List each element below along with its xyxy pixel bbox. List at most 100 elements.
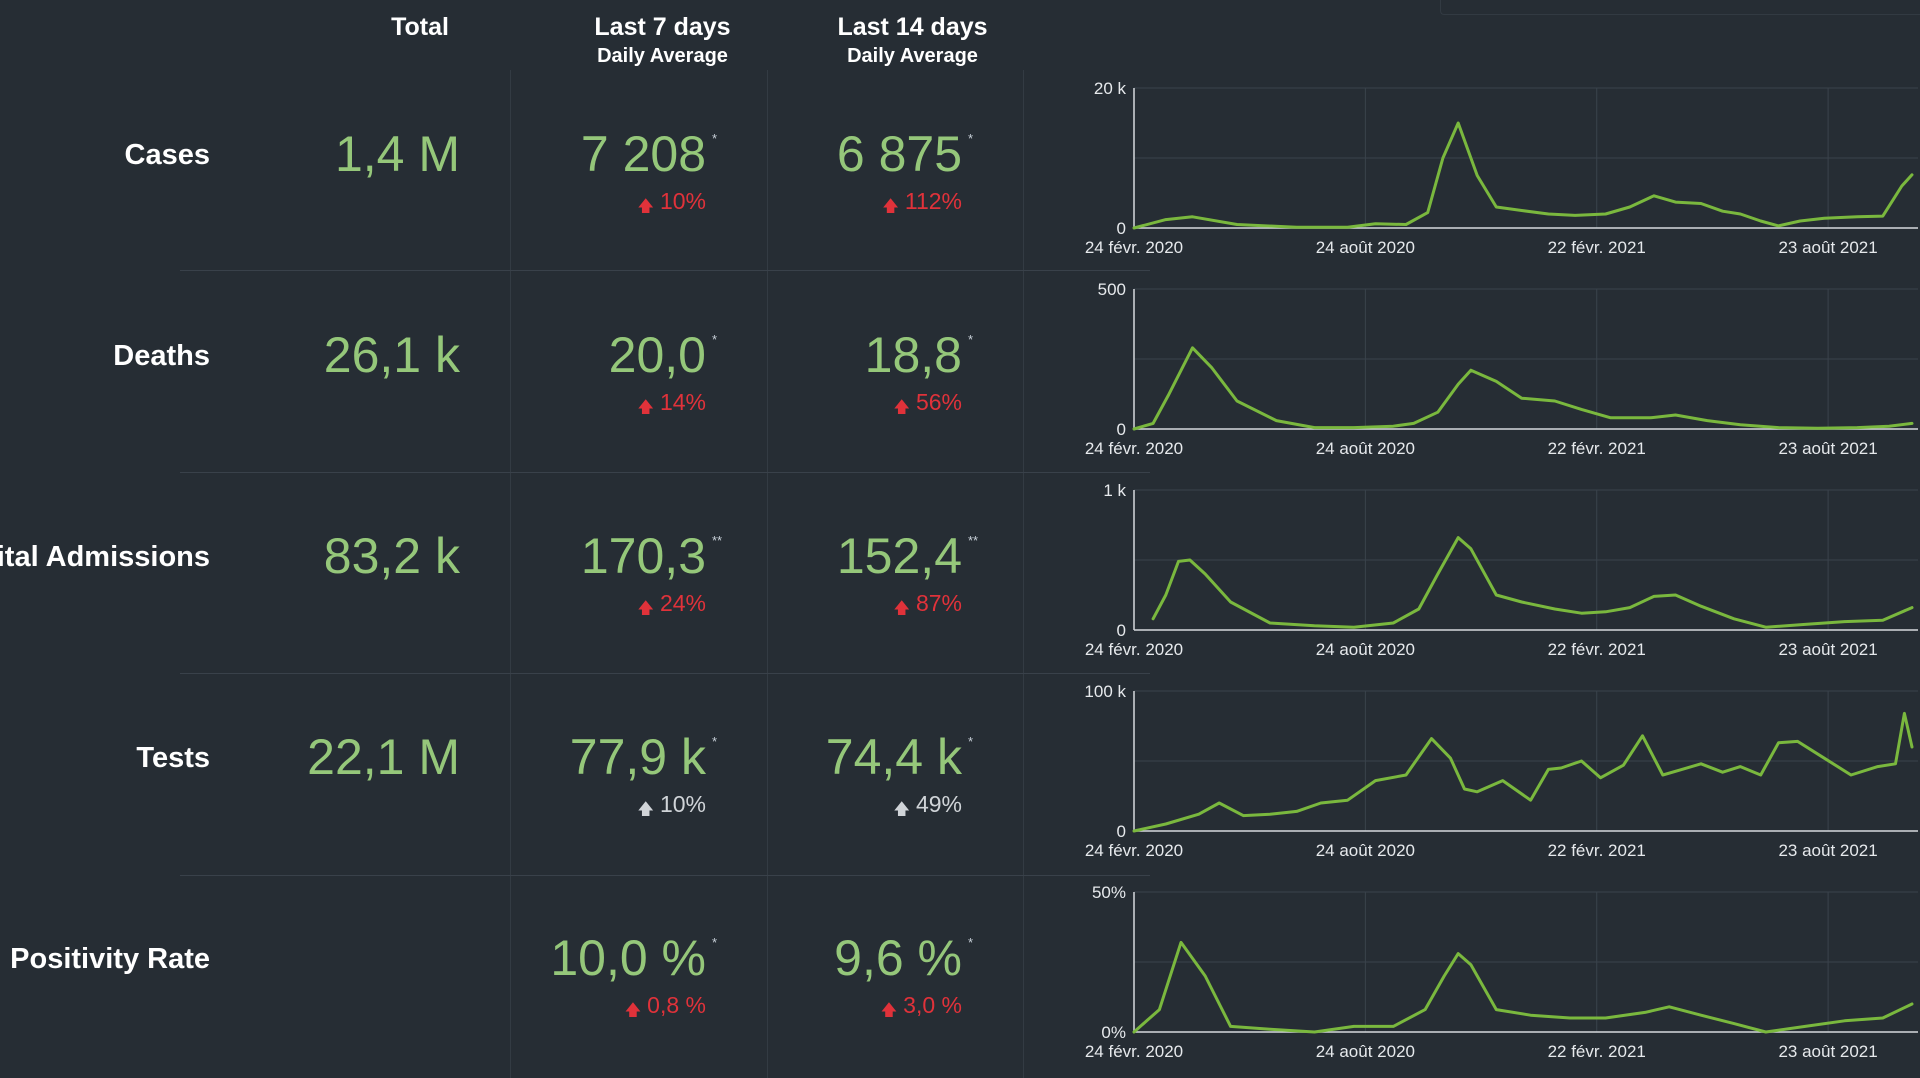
data-point	[1456, 952, 1460, 955]
delta7-tests: 🡅 10%	[638, 791, 707, 821]
x-tick-label: 24 août 2020	[1316, 238, 1415, 257]
delta14-tests: 🡅 49%	[894, 791, 963, 821]
row-label-positivity-rate: Positivity Rate	[10, 943, 210, 975]
data-point	[1392, 621, 1395, 625]
data-point	[1151, 422, 1155, 425]
delta7-text: 0,8 %	[647, 992, 706, 1018]
x-tick-label: 24 févr. 2020	[1085, 238, 1183, 257]
delta14-positivity-rate: 🡅 3,0 %	[881, 992, 962, 1022]
arrow-up-icon: 🡅	[637, 198, 654, 215]
data-point	[1203, 974, 1207, 978]
data-point	[1706, 419, 1709, 422]
series-line-deaths	[1132, 346, 1914, 431]
data-point	[1816, 426, 1820, 430]
data-point	[1796, 740, 1799, 743]
avg7-footnote-mark: **	[712, 533, 723, 548]
data-point	[1739, 212, 1742, 216]
delta14-text: 87%	[915, 590, 962, 616]
header-last14-title: Last 14 days	[837, 13, 988, 41]
avg7-value-cases: 7 208	[580, 126, 706, 182]
y-tick-label: 0	[1117, 420, 1126, 439]
data-point	[1843, 1019, 1846, 1022]
data-point	[1622, 764, 1625, 767]
data-point	[1164, 822, 1167, 826]
delta14-text: 56%	[915, 389, 962, 415]
arrow-up-icon: 🡅	[882, 198, 899, 215]
data-point	[1759, 773, 1762, 777]
avg14-footnote-mark: **	[968, 533, 979, 548]
y-tick-label: 50%	[1092, 883, 1126, 902]
delta14-cases: 🡅 112%	[882, 188, 962, 218]
series-line-tests	[1132, 711, 1914, 833]
delta7-text: 24%	[659, 590, 706, 616]
x-tick-label: 24 août 2020	[1316, 439, 1415, 458]
data-point	[1313, 624, 1316, 627]
x-tick-label: 22 févr. 2021	[1548, 1042, 1646, 1061]
data-point	[1903, 712, 1906, 715]
delta7-deaths: 🡅 14%	[638, 389, 707, 419]
data-point	[1132, 226, 1136, 230]
arrow-up-icon: 🡅	[893, 600, 910, 617]
data-point	[1604, 212, 1607, 216]
data-point	[1476, 790, 1479, 793]
avg14-footnote-mark: *	[968, 131, 974, 146]
data-point	[1203, 572, 1207, 576]
chart-hospital_admissions: 0 1 k 24 févr. 2020 24 août 2020 22 févr. 20…	[1085, 481, 1918, 659]
avg7-footnote-mark: *	[712, 131, 718, 146]
data-point	[1881, 1016, 1884, 1020]
delta14-deaths: 🡅 56%	[894, 389, 963, 419]
avg7-value-deaths: 20,0	[608, 327, 706, 383]
chart-tests: 0 100 k 24 févr. 2020 24 août 2020 22 févr. …	[1084, 682, 1918, 860]
x-tick-label: 24 févr. 2020	[1085, 1042, 1183, 1061]
data-point	[1392, 1025, 1395, 1028]
data-point	[1352, 426, 1356, 429]
data-point	[1777, 426, 1780, 429]
avg14-footnote-mark: *	[968, 935, 974, 950]
data-point	[1476, 174, 1479, 177]
delta7-cases: 🡅 10%	[638, 188, 707, 218]
data-point	[1495, 380, 1498, 383]
data-point	[1268, 813, 1272, 816]
data-point	[1229, 1025, 1232, 1028]
data-point	[1167, 394, 1170, 397]
data-point	[1164, 593, 1167, 597]
data-point	[1392, 425, 1395, 428]
data-point	[1404, 773, 1408, 777]
data-point	[1732, 1022, 1736, 1025]
data-point	[1268, 1028, 1272, 1031]
data-point	[1295, 810, 1298, 813]
data-point	[1463, 787, 1466, 791]
data-point	[1495, 593, 1498, 597]
data-point	[1721, 210, 1724, 213]
data-point	[1823, 757, 1826, 760]
data-point	[1188, 558, 1192, 562]
data-point	[1547, 768, 1550, 771]
data-point	[1235, 223, 1239, 226]
data-point	[1456, 383, 1460, 386]
y-tick-label: 500	[1098, 280, 1126, 299]
delta14-text: 112%	[904, 188, 962, 214]
data-point	[1210, 366, 1213, 369]
data-point	[1191, 215, 1194, 218]
x-tick-label: 23 août 2021	[1778, 439, 1877, 458]
x-tick-label: 23 août 2021	[1778, 841, 1877, 860]
delta14-hospital-admissions: 🡅 87%	[894, 590, 963, 620]
data-point	[1643, 1011, 1647, 1014]
avg7-value-hospital-admissions: 170,3	[580, 528, 706, 584]
data-point	[1652, 194, 1656, 197]
data-point	[1881, 619, 1884, 622]
data-point	[1553, 607, 1556, 611]
x-tick-label: 24 févr. 2020	[1085, 439, 1183, 458]
data-point	[1739, 765, 1742, 768]
data-point	[1764, 626, 1768, 629]
delta14-text: 3,0 %	[903, 992, 962, 1018]
data-point	[1910, 422, 1914, 425]
x-tick-label: 24 août 2020	[1316, 841, 1415, 860]
data-point	[1628, 205, 1631, 209]
data-point	[1777, 741, 1780, 744]
data-point	[1404, 223, 1408, 226]
data-point	[1164, 218, 1167, 221]
data-point	[1900, 184, 1904, 188]
data-point	[1599, 776, 1602, 779]
data-point	[1777, 224, 1780, 228]
